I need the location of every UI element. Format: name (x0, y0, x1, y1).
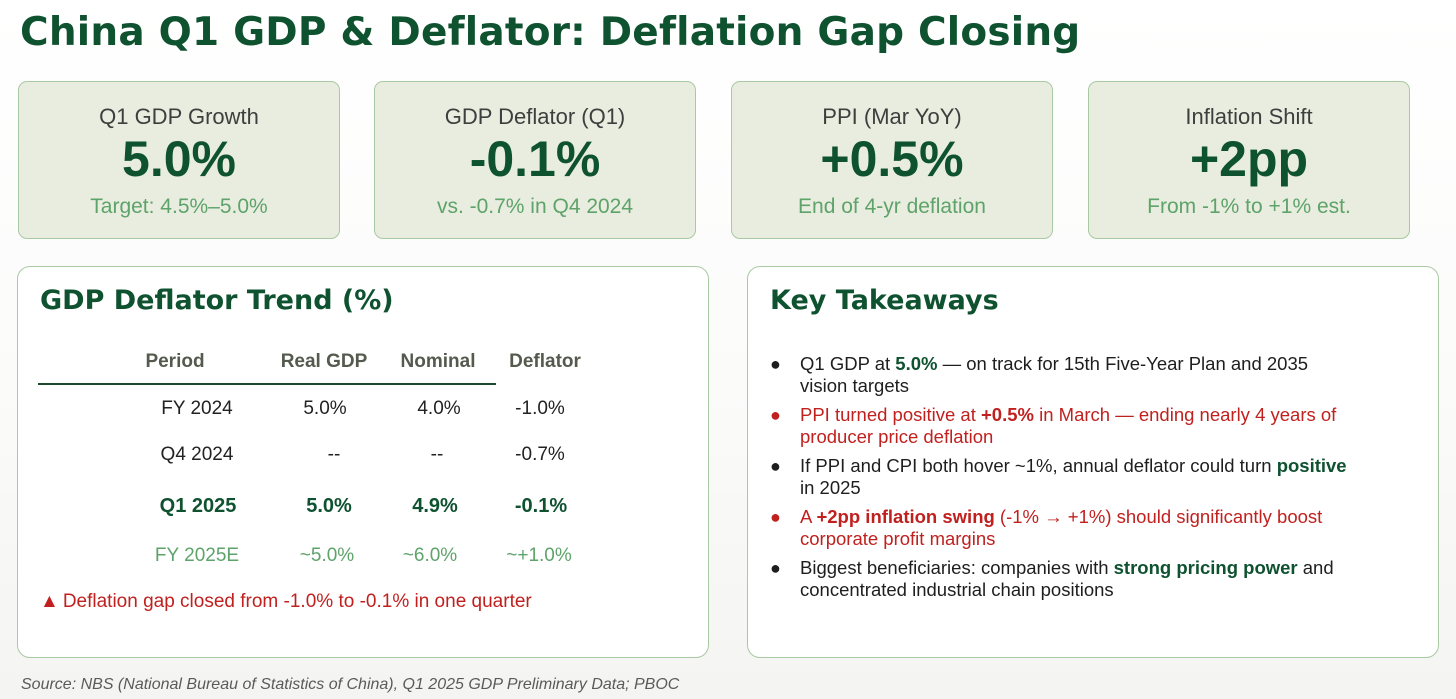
table-cell: -- (327, 444, 341, 465)
kpi-subtext: End of 4-yr deflation (798, 195, 986, 218)
list-item: ● If PPI and CPI both hover ~1%, annual d… (770, 455, 1347, 498)
kpi-value: 5.0% (122, 131, 236, 187)
list-item: ● Biggest beneficiaries: companies with s… (770, 557, 1334, 600)
kpi-subtext: vs. -0.7% in Q4 2024 (436, 195, 634, 218)
bullet-icon: ● (770, 558, 781, 578)
list-item: ● Q1 GDP at 5.0% — on track for 15th Five… (770, 353, 1309, 396)
list-item: ● A +2pp inflation swing (-1% → +1%) shou… (770, 506, 1323, 549)
kpi-card-ppi: PPI (Mar YoY) +0.5% End of 4-yr deflatio… (731, 81, 1053, 239)
column-header-deflator: Deflator (509, 351, 581, 372)
kpi-card-gdp-deflator: GDP Deflator (Q1) -0.1% vs. -0.7% in Q4 … (374, 81, 696, 239)
bullet-icon: ● (770, 405, 781, 425)
table-cell-estimate: ~+1.0% (506, 545, 572, 566)
table-cell: 5.0% (303, 398, 347, 419)
panel-title: GDP Deflator Trend (%) (40, 285, 394, 316)
kpi-label: GDP Deflator (Q1) (444, 104, 626, 129)
list-item: ● PPI turned positive at +0.5% in March —… (770, 404, 1337, 447)
table-cell-highlight: Q1 2025 (159, 495, 237, 517)
kpi-value: +0.5% (820, 131, 964, 187)
table-cell: -- (430, 444, 444, 465)
panel-title: Key Takeaways (770, 285, 999, 316)
column-header-nominal: Nominal (400, 351, 476, 372)
bullet-icon: ● (770, 507, 781, 527)
table-cell-highlight: -0.1% (514, 495, 568, 517)
table-cell: Q4 2024 (160, 444, 234, 465)
kpi-subtext: From -1% to +1% est. (1147, 195, 1351, 218)
kpi-value: -0.1% (469, 131, 601, 187)
deflator-trend-panel: GDP Deflator Trend (%) Period Real GDP N… (17, 266, 709, 658)
takeaways-list: ● Q1 GDP at 5.0% — on track for 15th Five… (770, 353, 1360, 608)
table-cell: FY 2024 (161, 398, 233, 419)
kpi-label: PPI (Mar YoY) (822, 104, 962, 129)
bullet-icon: ● (770, 354, 781, 374)
table-cell-estimate: FY 2025E (154, 545, 240, 566)
table-cell-estimate: ~5.0% (299, 545, 355, 566)
deflation-gap-note: ▲ Deflation gap closed from -1.0% to -0.1… (40, 591, 532, 613)
table-cell: -0.7% (515, 444, 565, 465)
note-text: Deflation gap closed from -1.0% to -0.1%… (62, 591, 532, 612)
table-cell: -1.0% (515, 398, 565, 419)
source-footnote: Source: NBS (National Bureau of Statisti… (21, 676, 680, 693)
header-divider (38, 383, 496, 385)
table-cell-highlight: 5.0% (306, 495, 352, 517)
kpi-card-gdp-growth: Q1 GDP Growth 5.0% Target: 4.5%–5.0% (18, 81, 340, 239)
kpi-value: +2pp (1189, 131, 1309, 187)
triangle-up-icon: ▲ (40, 591, 59, 612)
kpi-card-inflation-shift: Inflation Shift +2pp From -1% to +1% est… (1088, 81, 1410, 239)
column-header-real-gdp: Real GDP (280, 351, 368, 372)
table-cell-estimate: ~6.0% (402, 545, 458, 566)
column-header-period: Period (145, 351, 205, 372)
table-cell-highlight: 4.9% (412, 495, 458, 517)
kpi-subtext: Target: 4.5%–5.0% (90, 195, 268, 218)
kpi-label: Q1 GDP Growth (99, 104, 259, 129)
key-takeaways-panel: Key Takeaways ● Q1 GDP at 5.0% — on track… (747, 266, 1439, 658)
kpi-label: Inflation Shift (1185, 104, 1313, 129)
table-cell: 4.0% (417, 398, 461, 419)
bullet-icon: ● (770, 456, 781, 476)
page-title: China Q1 GDP & Deflator: Deflation Gap C… (20, 10, 1081, 55)
